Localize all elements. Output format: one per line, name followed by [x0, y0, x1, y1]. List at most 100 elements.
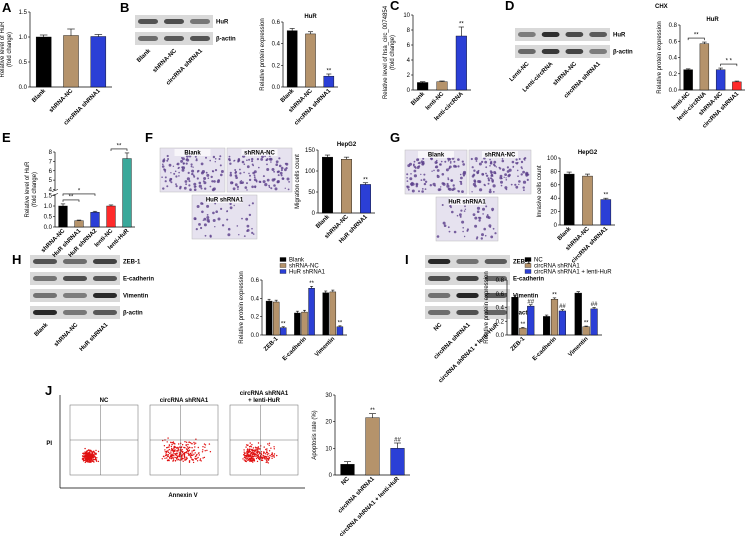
cell [206, 173, 210, 177]
cell [203, 181, 207, 185]
cell [162, 158, 166, 162]
cell [249, 174, 251, 177]
cell [198, 181, 202, 185]
blot-band [484, 293, 507, 298]
event [163, 445, 166, 447]
micrograph-label: Blank [428, 153, 445, 159]
cell [478, 219, 481, 222]
event [202, 449, 204, 451]
cell [287, 188, 290, 191]
bracket [62, 199, 80, 202]
cell [460, 182, 463, 185]
cell [452, 184, 455, 187]
legend-label: Blank [289, 258, 305, 264]
y-tick-label: 1.5 [44, 194, 53, 200]
event [254, 453, 256, 456]
significance: ** [459, 22, 464, 28]
cell [474, 184, 477, 188]
event [209, 451, 212, 453]
event [273, 453, 276, 455]
cell [163, 168, 166, 171]
cell [264, 183, 268, 187]
event [261, 459, 263, 462]
cell [209, 185, 212, 188]
cell [410, 173, 412, 175]
event [255, 449, 257, 451]
event [179, 446, 181, 448]
cell [444, 160, 447, 163]
cell [492, 227, 495, 230]
cell [479, 188, 483, 192]
cell [214, 169, 218, 172]
cell [461, 160, 464, 163]
cell [441, 173, 445, 176]
flow-xlabel: Annexin V [168, 493, 197, 499]
bar [106, 205, 116, 228]
event [86, 452, 88, 455]
event [269, 454, 271, 457]
event [169, 456, 171, 459]
event [83, 459, 85, 462]
legend-swatch [524, 257, 532, 262]
cell [212, 155, 216, 159]
event [175, 450, 178, 452]
cell [219, 155, 222, 158]
event [183, 452, 185, 454]
blot-band [33, 310, 57, 315]
event [166, 447, 168, 449]
bar [582, 326, 590, 336]
flow-title: NC [100, 398, 109, 404]
event [187, 443, 189, 446]
event [84, 447, 86, 450]
cell [268, 184, 270, 187]
cell [211, 188, 215, 192]
event [260, 453, 263, 456]
event [249, 460, 252, 462]
event [172, 460, 174, 462]
x-tick-label: Blank [557, 226, 573, 242]
event [83, 452, 85, 454]
event [175, 454, 178, 456]
cell [486, 214, 489, 216]
cell [166, 185, 169, 188]
event [199, 458, 202, 460]
cell [201, 210, 204, 214]
event [197, 452, 200, 454]
event [170, 451, 172, 453]
cell [522, 186, 525, 189]
cell [424, 188, 427, 191]
cell [483, 183, 486, 186]
event [177, 450, 179, 452]
cell [423, 173, 426, 176]
cell [415, 185, 418, 188]
event [181, 457, 184, 459]
event [88, 455, 90, 458]
significance: ** [363, 177, 368, 183]
x-tick-label: Vimentin [567, 336, 589, 358]
event [88, 461, 90, 463]
y-tick-label: 1.0 [19, 35, 28, 41]
event [179, 459, 181, 461]
cell [500, 177, 503, 180]
event [257, 446, 259, 448]
cell [462, 172, 466, 176]
cell [437, 188, 441, 192]
bar [322, 156, 333, 214]
event [199, 459, 201, 461]
bar [511, 296, 519, 336]
y-tick-label: 60 [550, 183, 557, 189]
event [273, 448, 275, 450]
band-label: HuR [613, 33, 626, 39]
event [276, 454, 278, 457]
cell [445, 168, 449, 172]
cell [196, 205, 200, 208]
blot-band [190, 36, 210, 41]
cell [522, 170, 525, 174]
event [185, 448, 188, 450]
cell [206, 218, 210, 222]
cell [228, 158, 231, 161]
event [166, 450, 168, 453]
cell [492, 184, 496, 188]
cell [416, 166, 420, 169]
